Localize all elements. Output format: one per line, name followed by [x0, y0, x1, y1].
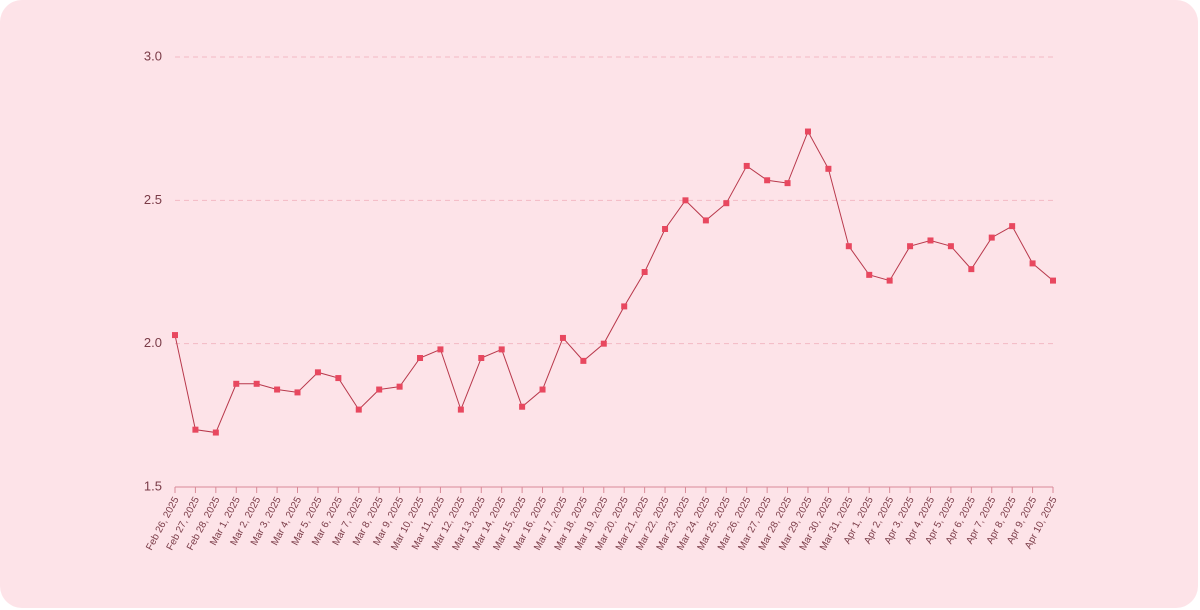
data-point [172, 332, 178, 339]
data-point [253, 380, 260, 387]
data-point [641, 269, 648, 275]
data-point [294, 389, 301, 396]
data-point [417, 355, 424, 361]
data-point [478, 355, 485, 361]
data-point [274, 386, 281, 393]
data-point [845, 243, 852, 250]
data-point [1009, 223, 1016, 230]
data-point [682, 197, 689, 204]
data-point [702, 217, 709, 224]
data-point [233, 380, 240, 387]
y-tick-label: 3.0 [144, 48, 162, 63]
data-point [396, 383, 403, 390]
data-point [519, 403, 526, 410]
data-point [968, 266, 975, 273]
y-tick-label: 1.5 [144, 478, 162, 493]
data-point [355, 406, 362, 413]
data-point [457, 406, 464, 413]
data-line [174, 130, 1054, 434]
data-point [927, 237, 934, 244]
data-point [314, 369, 321, 376]
data-point [784, 180, 791, 187]
data-point [539, 386, 546, 393]
data-point [1029, 260, 1036, 267]
data-point [192, 426, 199, 433]
data-point [580, 357, 587, 364]
data-point [866, 271, 873, 278]
data-point [376, 386, 383, 393]
data-point [1050, 277, 1056, 284]
data-point [886, 277, 893, 284]
data-point [825, 165, 832, 172]
data-point [947, 243, 954, 250]
y-tick-label: 2.0 [144, 335, 162, 350]
data-point [600, 340, 607, 347]
data-point [988, 234, 995, 241]
data-point [335, 375, 342, 382]
data-point [764, 177, 771, 184]
data-point [907, 243, 914, 250]
data-point [212, 429, 219, 436]
data-point [437, 346, 444, 353]
data-point [723, 200, 730, 207]
data-point [621, 303, 628, 310]
data-point [743, 162, 750, 169]
data-point [498, 346, 505, 353]
data-point [662, 226, 669, 232]
data-point [804, 128, 811, 135]
data-point [559, 334, 566, 341]
y-tick-label: 2.5 [144, 192, 162, 207]
